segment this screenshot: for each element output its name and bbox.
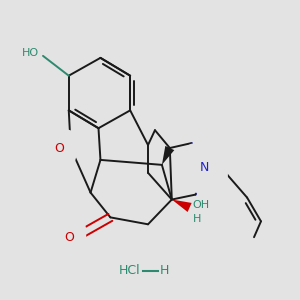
Text: H: H [160,264,169,278]
Text: N: N [200,161,209,174]
Text: O: O [54,142,64,154]
Text: H: H [193,214,201,224]
Polygon shape [162,146,174,165]
Text: HCl: HCl [118,264,140,278]
Text: HO: HO [22,48,39,58]
Text: O: O [64,231,74,244]
Text: OH: OH [193,200,210,211]
Polygon shape [172,200,192,212]
